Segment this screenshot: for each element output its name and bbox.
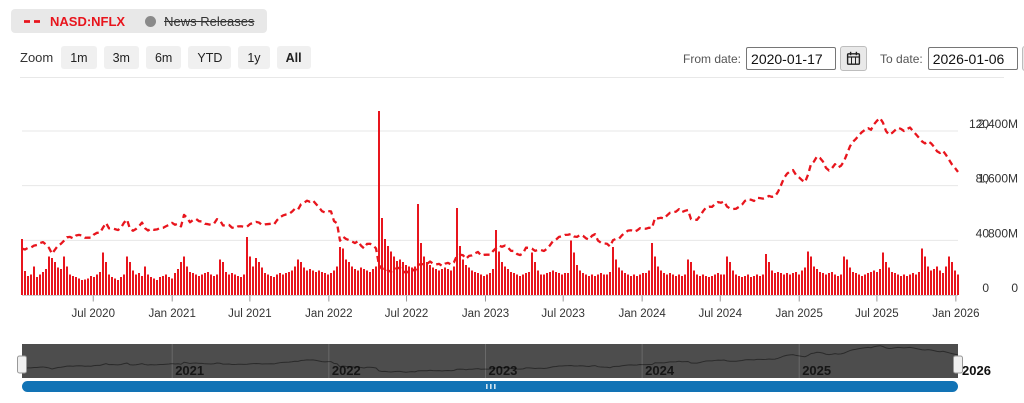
scrollbar-grip[interactable] [490, 384, 492, 389]
legend-item-price[interactable]: NASD:NFLX [24, 14, 125, 29]
zoom-button-6m[interactable]: 6m [145, 46, 182, 69]
svg-text:2024: 2024 [645, 363, 675, 378]
svg-text:2023: 2023 [488, 363, 517, 378]
legend-news-label: News Releases [164, 13, 255, 29]
zoom-button-1m[interactable]: 1m [61, 46, 97, 69]
zoom-button-1y[interactable]: 1y [238, 46, 270, 69]
from-date-input[interactable] [746, 47, 837, 70]
svg-text:800M: 800M [988, 226, 1018, 240]
zoom-button-all[interactable]: All [276, 46, 311, 69]
navigator-handle-right[interactable] [953, 355, 963, 374]
circle-marker-icon [145, 15, 157, 27]
zoom-button-ytd[interactable]: YTD [188, 46, 232, 69]
scrollbar-grip[interactable] [494, 384, 496, 389]
svg-text:Jan 2026: Jan 2026 [932, 308, 979, 320]
svg-text:Jan 2024: Jan 2024 [618, 308, 666, 320]
svg-text:Jan 2022: Jan 2022 [305, 308, 352, 320]
zoom-toolbar: Zoom 1m 3m 6m YTD 1y All [20, 46, 311, 69]
svg-text:80: 80 [976, 172, 990, 186]
legend-series-label: NASD:NFLX [50, 13, 126, 29]
svg-text:Jul 2022: Jul 2022 [385, 308, 428, 320]
svg-text:Jul 2021: Jul 2021 [228, 308, 271, 320]
svg-text:2025: 2025 [802, 363, 831, 378]
to-date-label: To date: [880, 51, 923, 66]
from-date-label: From date: [683, 51, 742, 66]
svg-text:2021: 2021 [175, 363, 204, 378]
to-date-input[interactable] [927, 47, 1018, 70]
svg-text:Jan 2023: Jan 2023 [462, 308, 509, 320]
price-line [21, 116, 959, 275]
svg-text:1,600M: 1,600M [978, 172, 1018, 186]
navigator[interactable] [22, 344, 958, 378]
navigator-handle-left[interactable] [17, 355, 27, 374]
legend: NASD:NFLX News Releases [11, 9, 268, 33]
dashed-line-marker-icon [24, 19, 42, 23]
zoom-button-3m[interactable]: 3m [103, 46, 139, 69]
svg-text:Jan 2025: Jan 2025 [776, 308, 823, 320]
from-date-calendar-button[interactable] [840, 46, 868, 71]
svg-text:2,400M: 2,400M [978, 117, 1018, 131]
to-date-calendar-button[interactable] [1021, 46, 1024, 71]
legend-item-news-releases[interactable]: News Releases [145, 14, 254, 29]
svg-text:Jan 2021: Jan 2021 [149, 308, 196, 320]
volume-bars [21, 111, 959, 295]
svg-text:Jul 2024: Jul 2024 [699, 308, 743, 320]
svg-text:2022: 2022 [332, 363, 361, 378]
svg-text:0: 0 [1011, 281, 1018, 295]
svg-text:Jul 2020: Jul 2020 [71, 308, 114, 320]
date-range-controls: From date: To date: [683, 46, 1024, 71]
scrollbar-grip[interactable] [486, 384, 488, 389]
calendar-icon [846, 51, 861, 65]
zoom-label: Zoom [20, 50, 54, 65]
svg-text:120: 120 [969, 117, 989, 131]
svg-text:Jul 2025: Jul 2025 [855, 308, 898, 320]
svg-text:40: 40 [976, 226, 990, 240]
svg-text:Jul 2023: Jul 2023 [541, 308, 584, 320]
navigator-series-line [21, 345, 959, 373]
svg-text:2026: 2026 [962, 363, 991, 378]
svg-text:0: 0 [982, 281, 989, 295]
